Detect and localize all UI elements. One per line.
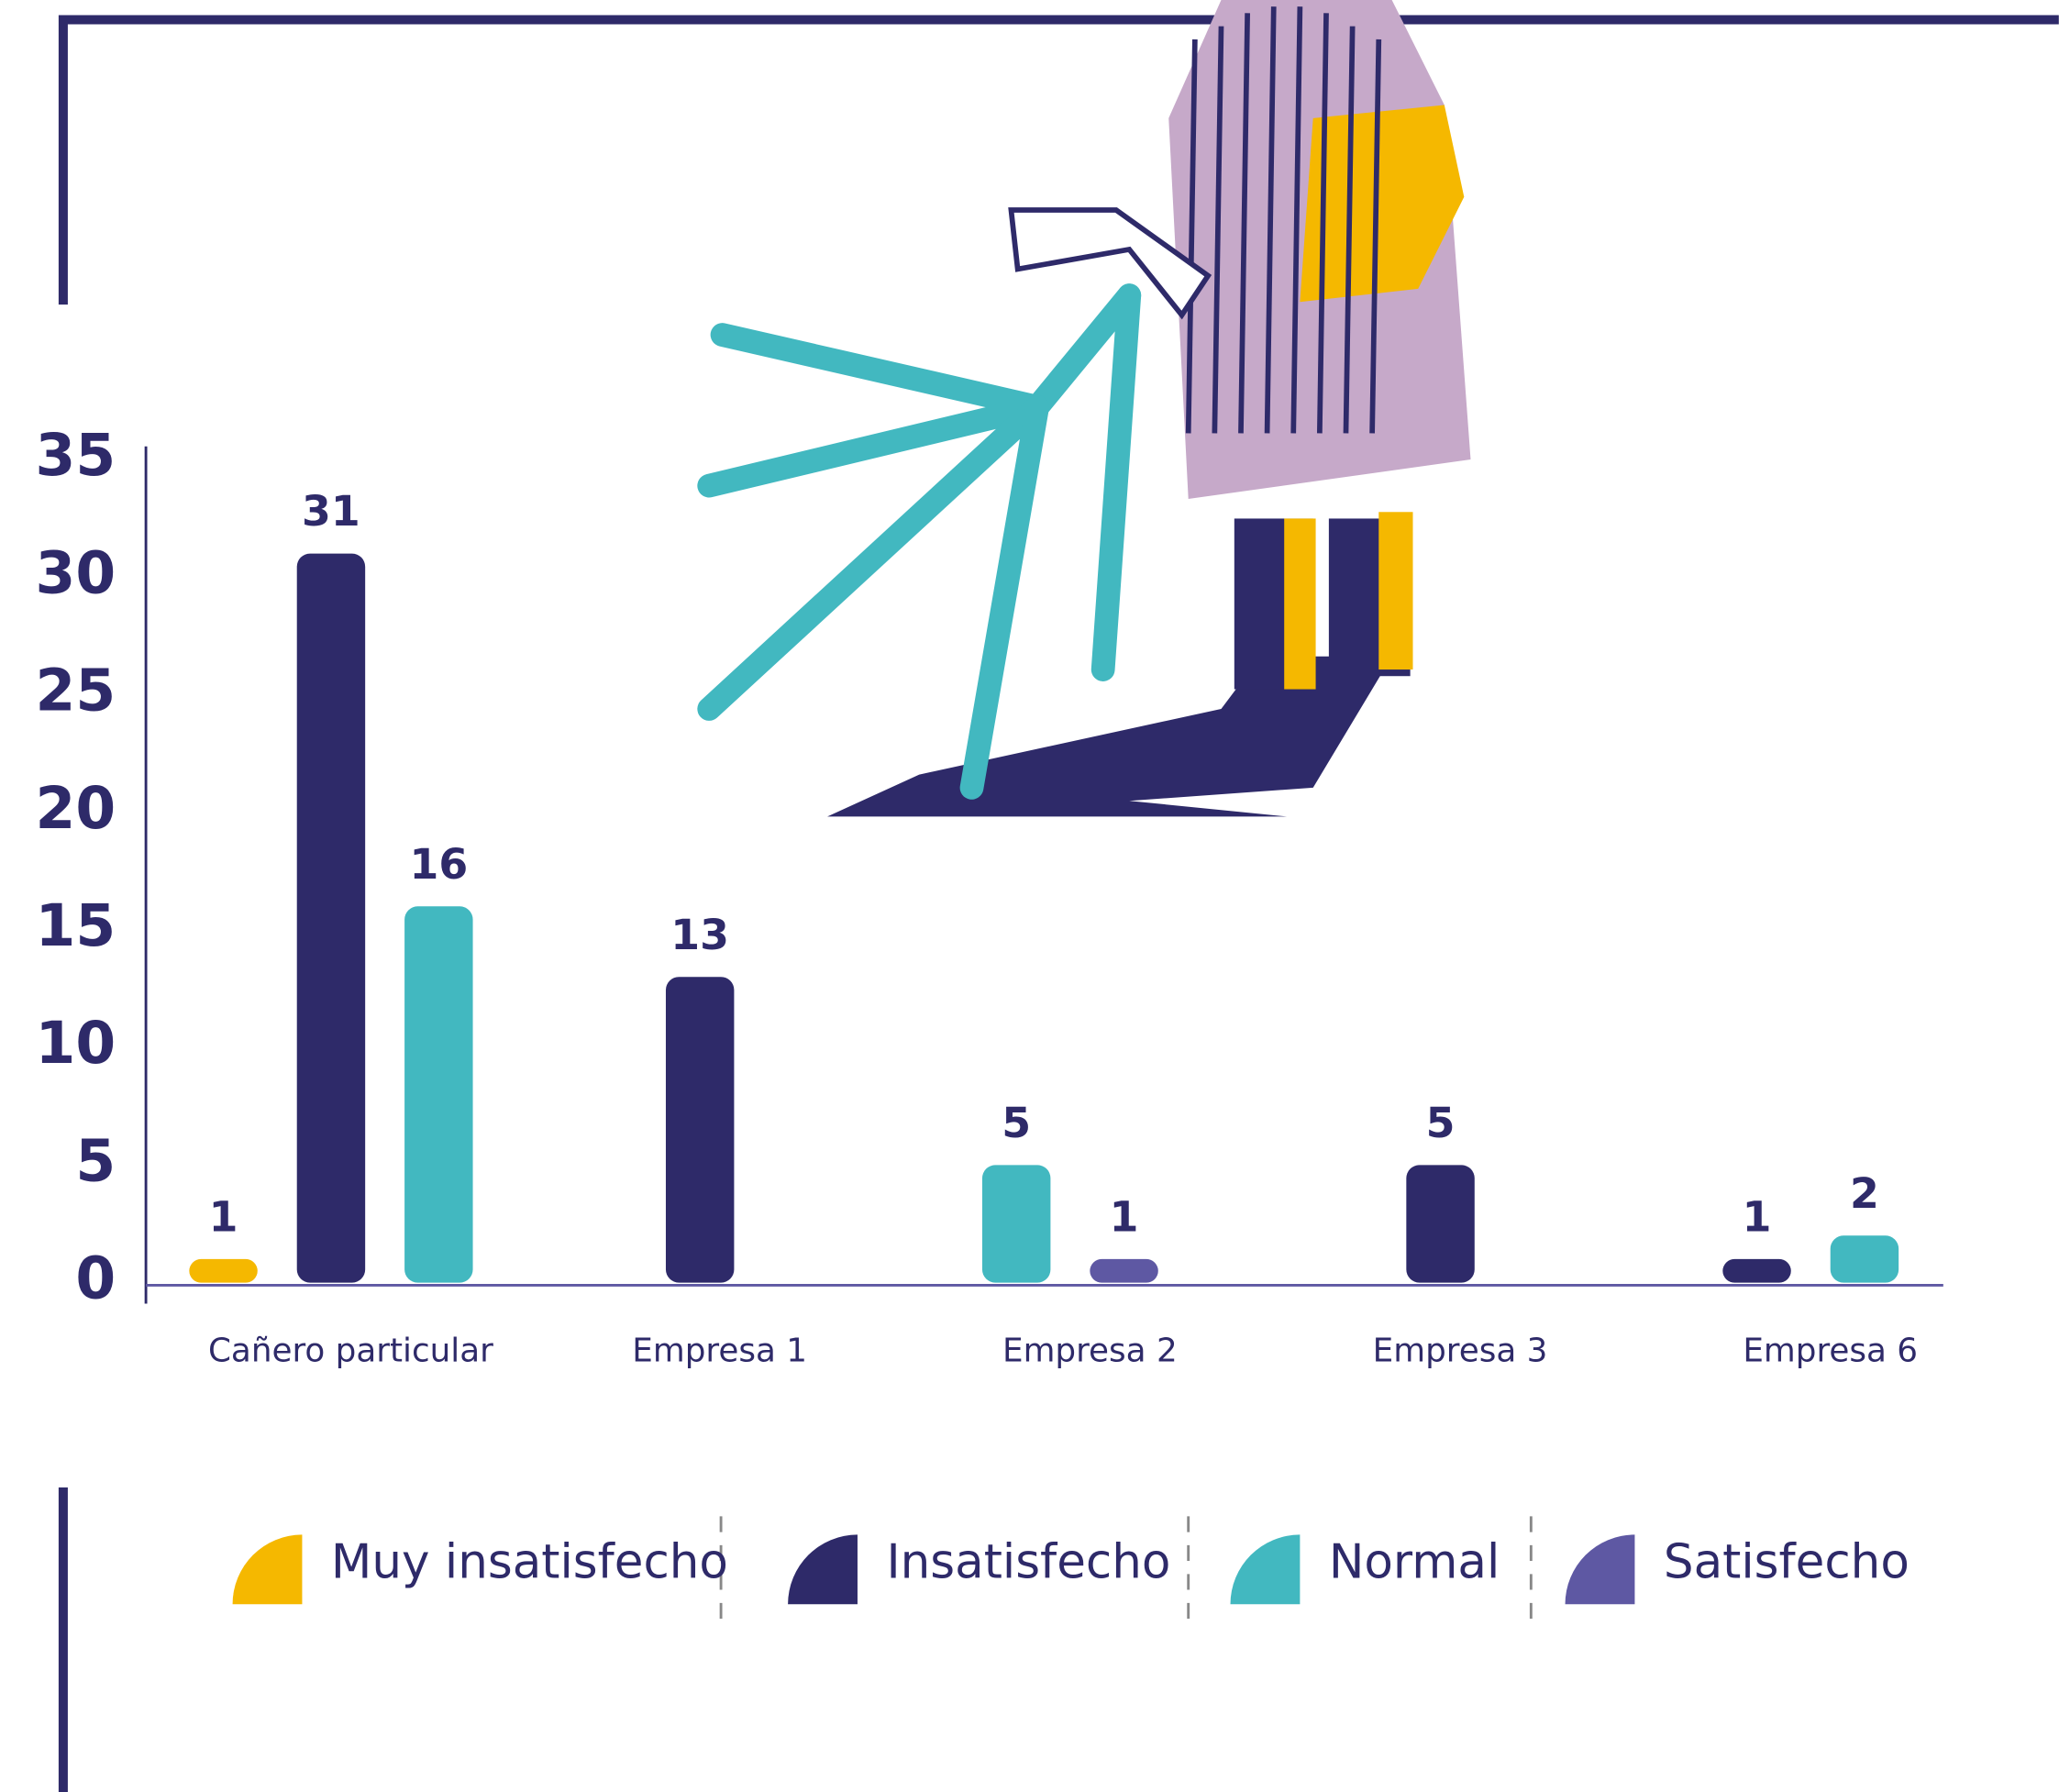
y-tick-label: 0 <box>75 1245 116 1312</box>
y-tick-label: 30 <box>36 539 116 606</box>
bar-value-label: 31 <box>302 486 360 536</box>
x-tick-label: Empresa 1 <box>632 1332 807 1369</box>
bar <box>189 1258 258 1283</box>
bar <box>1406 1165 1475 1283</box>
y-tick-label: 20 <box>36 775 116 842</box>
y-tick-label: 5 <box>75 1127 116 1194</box>
y-tick-label: 15 <box>36 892 116 959</box>
y-tick-label: 35 <box>36 422 116 489</box>
bar <box>404 906 473 1283</box>
bar <box>1722 1258 1791 1283</box>
legend-label: Insatisfecho <box>886 1534 1170 1589</box>
illustration <box>697 0 1471 817</box>
bar <box>665 977 735 1283</box>
legend-swatch <box>1230 1534 1301 1605</box>
bar-value-label: 2 <box>1850 1168 1879 1218</box>
y-tick-label: 10 <box>36 1010 116 1077</box>
bar <box>296 553 366 1283</box>
bar <box>1090 1258 1158 1283</box>
bar <box>981 1165 1051 1283</box>
x-tick-label: Cañero particular <box>208 1332 493 1369</box>
bar-value-label: 5 <box>1426 1098 1456 1147</box>
x-tick-label: Empresa 3 <box>1373 1332 1548 1369</box>
legend-swatch <box>232 1534 303 1605</box>
legend-swatch <box>1565 1534 1635 1605</box>
bar-value-label: 16 <box>409 839 468 889</box>
bar-value-label: 1 <box>209 1191 238 1241</box>
legend-swatch <box>788 1534 858 1605</box>
bar-value-label: 1 <box>1743 1191 1772 1241</box>
bar <box>1830 1235 1899 1283</box>
x-tick-label: Empresa 2 <box>1002 1332 1178 1369</box>
x-tick-label: Empresa 6 <box>1743 1332 1918 1369</box>
legend-separators <box>719 1516 1533 1629</box>
legend-label: Muy insatisfecho <box>331 1534 728 1589</box>
legend-label: Normal <box>1329 1534 1500 1589</box>
bar-value-label: 5 <box>1002 1098 1031 1147</box>
y-tick-label: 25 <box>36 658 116 725</box>
legend-label: Satisfecho <box>1664 1534 1910 1589</box>
bar-value-label: 1 <box>1110 1191 1139 1241</box>
bar-value-label: 13 <box>670 910 729 959</box>
